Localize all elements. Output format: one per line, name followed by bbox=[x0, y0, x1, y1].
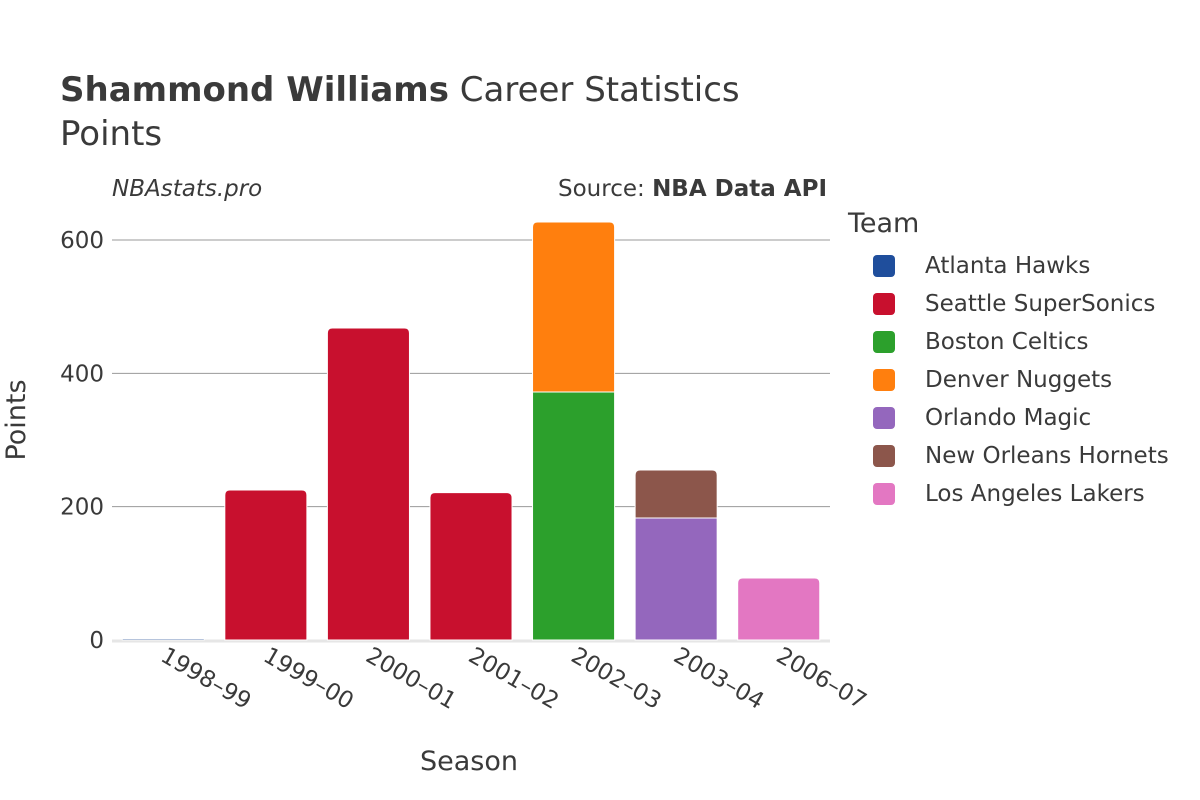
legend-swatch bbox=[873, 369, 895, 391]
legend-swatch bbox=[873, 445, 895, 467]
source-label: Source: bbox=[558, 176, 645, 202]
x-tick-label: 1999–00 bbox=[259, 643, 358, 715]
x-tick-label: 1998–99 bbox=[156, 643, 255, 715]
bar-segment bbox=[634, 517, 718, 641]
bar-segment bbox=[532, 221, 616, 393]
legend-label: Los Angeles Lakers bbox=[925, 481, 1145, 507]
legend-label: Seattle SuperSonics bbox=[925, 291, 1156, 317]
legend-label: Orlando Magic bbox=[925, 405, 1092, 431]
chart-title-player: Shammond Williams bbox=[60, 70, 449, 110]
bar-segment bbox=[737, 577, 821, 641]
legend-swatch bbox=[873, 293, 895, 315]
legend-item[interactable]: Boston Celtics bbox=[848, 323, 1169, 361]
legend-swatch bbox=[873, 255, 895, 277]
legend-item[interactable]: Denver Nuggets bbox=[848, 361, 1169, 399]
bar-segment bbox=[634, 469, 718, 519]
x-axis-title: Season bbox=[420, 746, 518, 777]
y-axis-title: Points bbox=[1, 379, 32, 460]
legend-label: Atlanta Hawks bbox=[925, 253, 1091, 279]
bar-segment bbox=[326, 327, 410, 641]
legend-item[interactable]: New Orleans Hornets bbox=[848, 437, 1169, 475]
legend-label: New Orleans Hornets bbox=[925, 443, 1169, 469]
bar-segment bbox=[429, 492, 513, 641]
source-value: NBA Data API bbox=[652, 176, 827, 202]
x-tick-label: 2001–02 bbox=[464, 643, 563, 715]
legend-swatch bbox=[873, 407, 895, 429]
watermark: NBAstats.pro bbox=[112, 176, 263, 202]
x-tick-label: 2003–04 bbox=[669, 643, 768, 715]
legend-items: Atlanta Hawks Seattle SuperSonics Boston C… bbox=[848, 247, 1169, 513]
y-tick-label: 0 bbox=[89, 628, 104, 654]
y-tick-label: 600 bbox=[60, 228, 104, 254]
source-credit: Source: NBA Data API bbox=[558, 176, 827, 202]
legend-label: Denver Nuggets bbox=[925, 367, 1113, 393]
legend-item[interactable]: Orlando Magic bbox=[848, 399, 1169, 437]
bar-segment bbox=[224, 489, 308, 641]
x-tick-label: 2002–03 bbox=[567, 643, 666, 715]
legend-swatch bbox=[873, 331, 895, 353]
x-tick-label: 2000–01 bbox=[361, 643, 460, 715]
legend-item[interactable]: Los Angeles Lakers bbox=[848, 475, 1169, 513]
legend: Team Atlanta Hawks Seattle SuperSonics Bos… bbox=[848, 208, 1169, 513]
y-tick-label: 400 bbox=[60, 361, 104, 387]
chart-title: Shammond Williams Career Statistics bbox=[60, 68, 740, 112]
legend-item[interactable]: Atlanta Hawks bbox=[848, 247, 1169, 285]
bar-segment bbox=[532, 391, 616, 641]
chart-subtitle: Points bbox=[60, 114, 163, 154]
legend-item[interactable]: Seattle SuperSonics bbox=[848, 285, 1169, 323]
legend-swatch bbox=[873, 483, 895, 505]
y-tick-label: 200 bbox=[60, 495, 104, 521]
bar-segment bbox=[121, 638, 205, 641]
legend-label: Boston Celtics bbox=[925, 329, 1089, 355]
x-tick-label: 2006–07 bbox=[772, 643, 871, 715]
legend-title: Team bbox=[848, 208, 920, 239]
chart-title-rest: Career Statistics bbox=[459, 70, 740, 110]
